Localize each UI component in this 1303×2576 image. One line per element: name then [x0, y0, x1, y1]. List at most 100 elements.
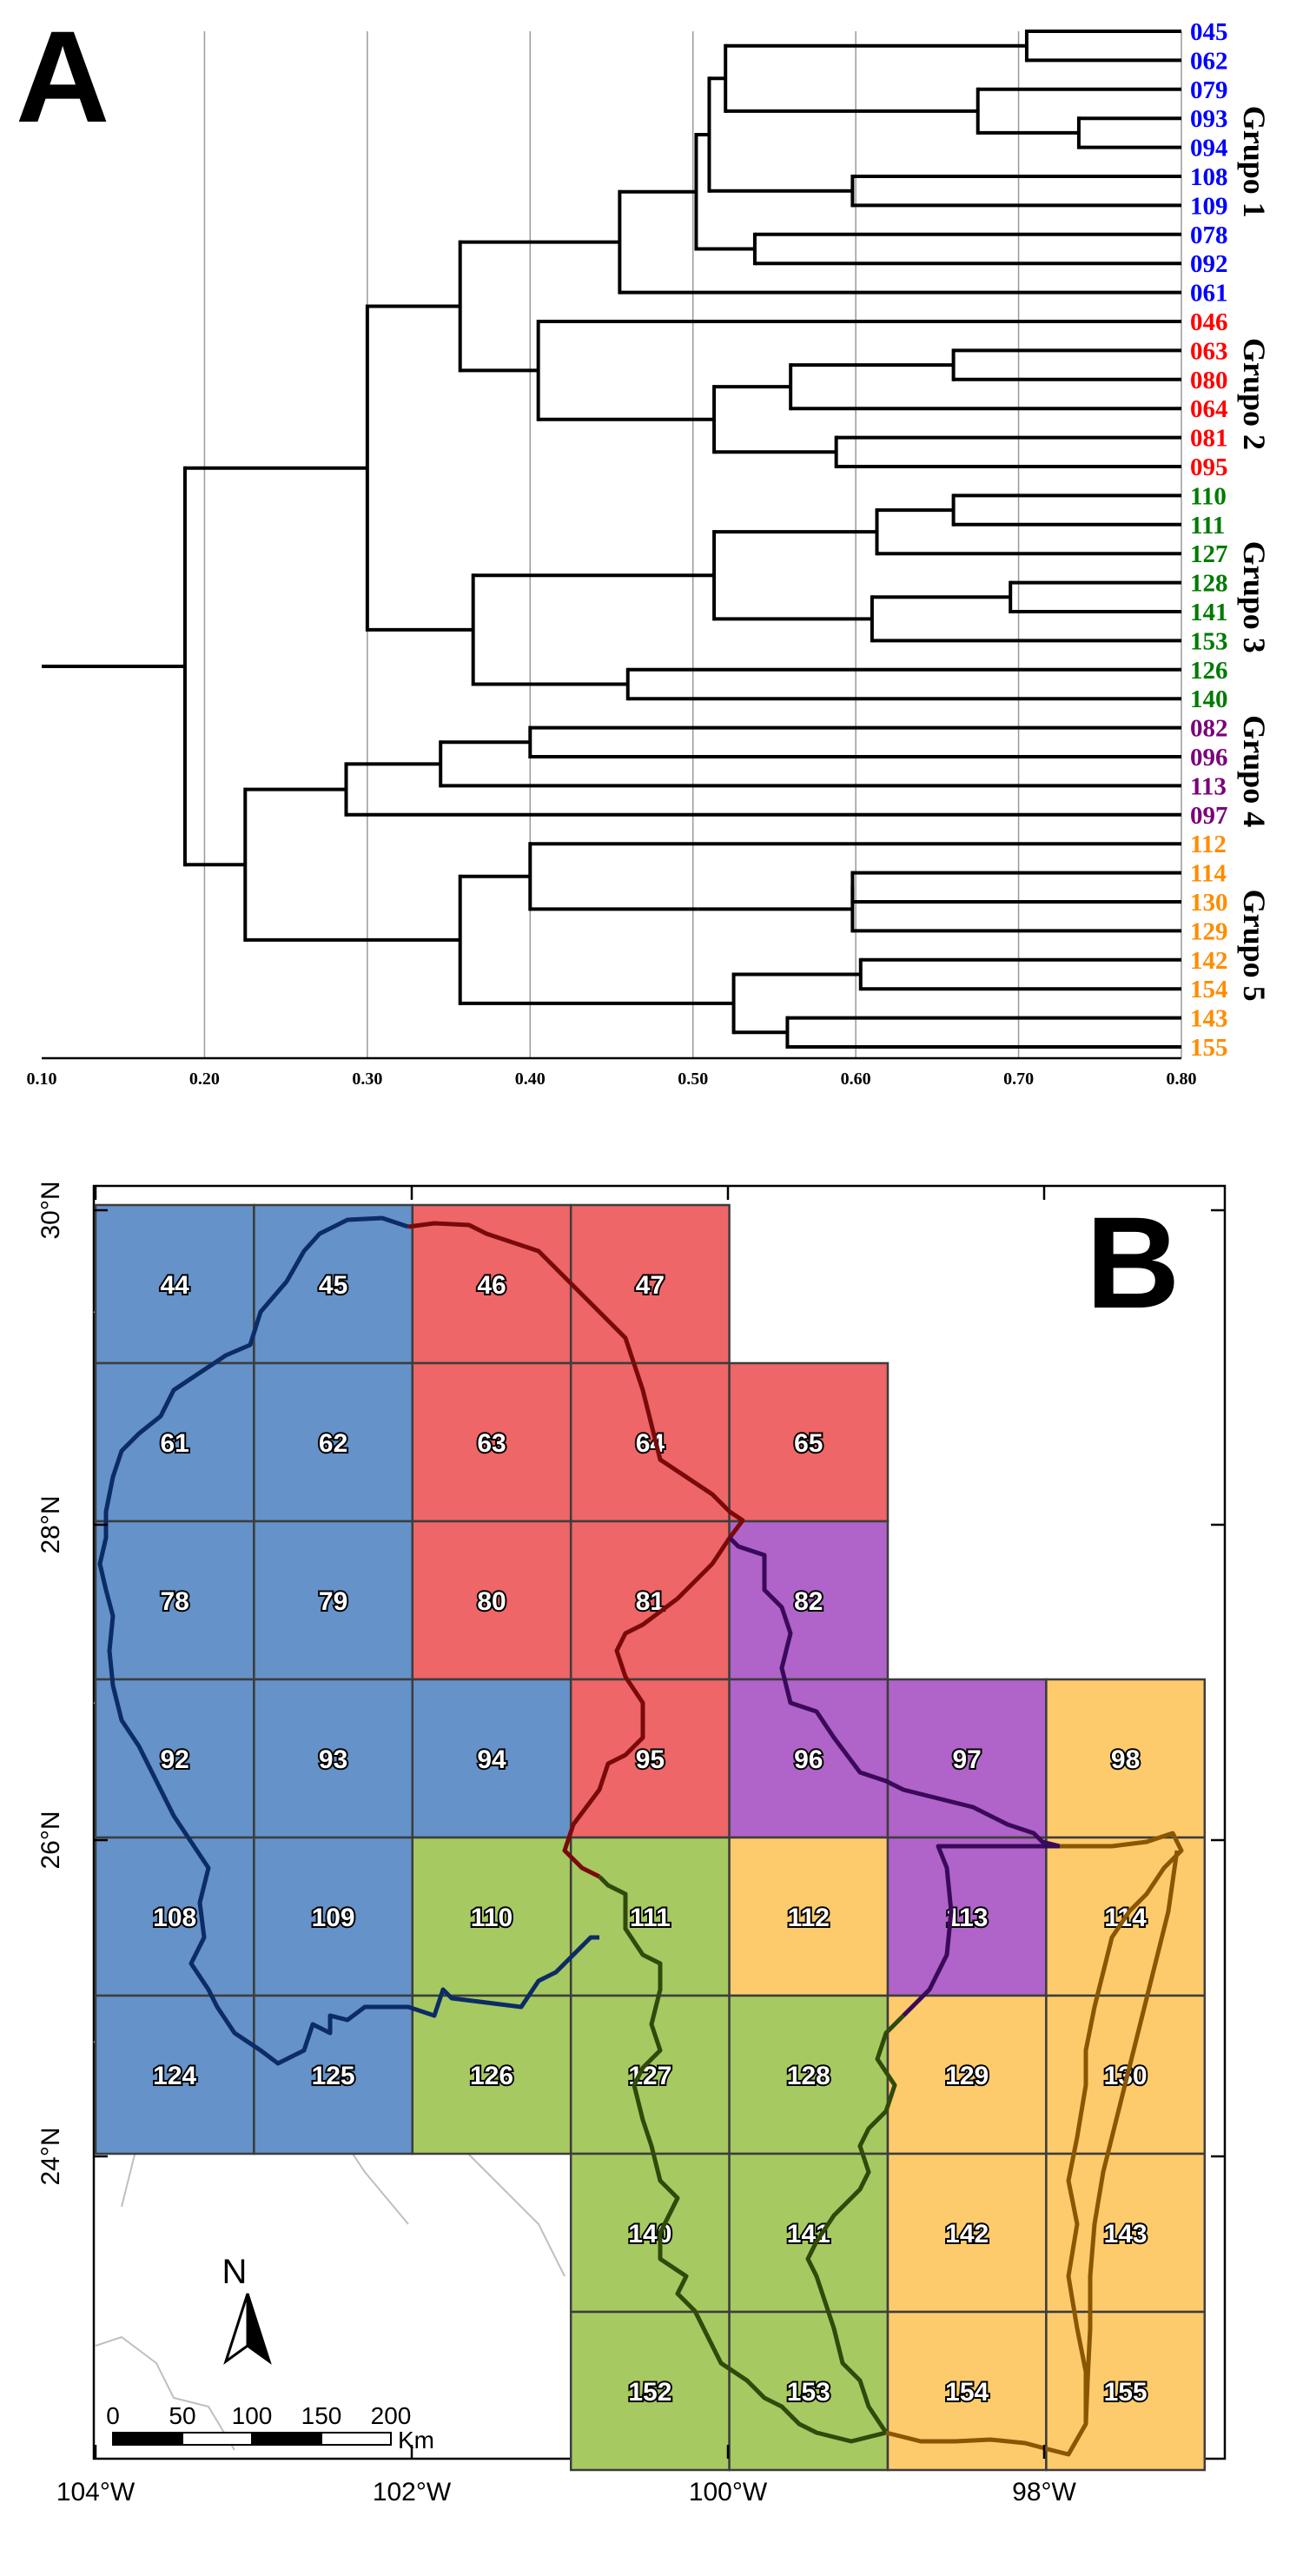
grid-cell-label: 108	[153, 1904, 196, 1932]
grid-cell-label: 109	[312, 1904, 355, 1932]
leaf-label: 078	[1190, 222, 1228, 249]
leaf-label: 140	[1190, 685, 1228, 713]
grid-cell-label: 142	[945, 2220, 989, 2248]
leaf-label: 110	[1190, 482, 1227, 510]
leaf-label: 155	[1190, 1034, 1228, 1062]
grid-cell	[1045, 2152, 1207, 2314]
leaf-label: 143	[1190, 1005, 1228, 1033]
grid-cell-label: 143	[1104, 2220, 1148, 2248]
grid-cell	[411, 1678, 572, 1839]
x-tick-label: 0.70	[1003, 1069, 1034, 1089]
x-tick-label: 0.20	[189, 1069, 220, 1089]
x-tick-label: 0.40	[515, 1069, 546, 1089]
lat-label: 28°N	[36, 1495, 65, 1553]
grid-cell	[1045, 1678, 1207, 1839]
leaf-label: 112	[1190, 831, 1227, 858]
leaf-label: 141	[1190, 599, 1228, 626]
leaf-label: 109	[1190, 192, 1228, 220]
x-axis-ticks: 0.10 0.20 0.30 0.40 0.50 0.60 0.70 0.80	[27, 1069, 1197, 1089]
leaf-label: 113	[1190, 772, 1227, 800]
scale-label: 100	[232, 2402, 273, 2429]
dendrogram-gridlines	[203, 31, 1182, 1058]
scale-segment-4	[321, 2432, 392, 2446]
lat-label: 26°N	[36, 1811, 65, 1869]
dendrogram-branches	[42, 30, 1181, 1049]
x-tick-label: 0.80	[1167, 1069, 1197, 1089]
leaf-label: 154	[1190, 976, 1228, 1003]
scale-labels: 0 50 100 150 200	[106, 2402, 411, 2429]
leaf-label: 114	[1190, 860, 1227, 888]
grid-cell-label: 61	[161, 1429, 189, 1458]
grid-cell	[253, 1203, 414, 1365]
grid-cell	[253, 1994, 414, 2155]
leaf-label: 079	[1190, 76, 1228, 104]
grid-cell	[569, 2310, 731, 2472]
grid-cell-label: 82	[794, 1587, 823, 1616]
grid-cell-label: 95	[636, 1745, 665, 1774]
leaf-label: 061	[1190, 280, 1228, 308]
grid-cell	[728, 1520, 890, 1681]
map-coordinate-axes: 30°N 28°N 26°N 24°N 104°W 102°W 100°W 98°W	[36, 1181, 1225, 2506]
grid-cells	[94, 1203, 1207, 2472]
grid-cell-label: 111	[630, 1904, 671, 1932]
north-arrow: N	[222, 2253, 272, 2365]
grid-cell-label: 98	[1111, 1745, 1140, 1774]
grid-cell-label: 47	[636, 1271, 665, 1300]
scale-bar: 0 50 100 150 200 Km	[106, 2402, 434, 2453]
group-label: Grupo 2	[1237, 338, 1272, 450]
grid-cell	[411, 1836, 572, 1997]
grid-cell-label: 97	[953, 1745, 982, 1774]
grid-cell	[569, 1361, 731, 1523]
grid-cell-label: 44	[161, 1271, 190, 1300]
grid-cell	[94, 1836, 255, 1997]
leaf-label: 111	[1190, 512, 1225, 540]
leaf-label: 108	[1190, 163, 1228, 191]
lon-label: 104°W	[56, 2478, 136, 2506]
grid-cell-label: 46	[477, 1271, 506, 1300]
grid-cell-label: 155	[1104, 2378, 1148, 2407]
leaf-label: 062	[1190, 47, 1228, 75]
grid-cell	[94, 1678, 255, 1839]
panel-a-letter: A	[16, 3, 109, 149]
lat-label: 30°N	[36, 1181, 65, 1239]
grid-cell-label: 128	[787, 2062, 830, 2090]
leaf-label: 045	[1190, 18, 1228, 46]
scale-segment-2	[182, 2432, 253, 2446]
scale-label: 150	[301, 2402, 342, 2429]
grid-cell-label: 80	[477, 1587, 506, 1616]
leaf-label: 046	[1190, 308, 1228, 336]
region-4-outline	[728, 1536, 1062, 2017]
grid-cell	[569, 1678, 731, 1839]
leaf-label: 093	[1190, 105, 1228, 133]
leaf-label: 064	[1190, 395, 1228, 423]
grid-cell-label: 92	[161, 1745, 189, 1774]
leaf-label: 094	[1190, 135, 1228, 162]
x-tick-label: 0.50	[678, 1069, 708, 1089]
grid-cell-label: 124	[153, 2062, 196, 2090]
region-outlines	[97, 1215, 1184, 2457]
grid-cell	[886, 2152, 1048, 2314]
leaf-label: 130	[1190, 889, 1228, 917]
grid-cell-label: 110	[471, 1904, 513, 1932]
scale-segment-1	[112, 2432, 183, 2446]
leaf-label: 097	[1190, 802, 1228, 830]
leaf-label: 080	[1190, 367, 1228, 394]
grid-cell	[886, 1836, 1048, 1997]
grid-cell	[728, 1678, 890, 1839]
grid-cell-label: 154	[945, 2378, 989, 2407]
leaf-labels: 0450620790930941081090780920610460630800…	[1190, 18, 1228, 1062]
panel-b-letter: B	[1086, 1189, 1180, 1335]
grid-cell-label: 126	[470, 2062, 513, 2090]
region-2-outline	[407, 1221, 745, 1879]
grid-cell-label: 127	[628, 2062, 671, 2090]
grid-cell	[728, 1994, 890, 2155]
grid-cell	[728, 1361, 890, 1523]
panel-a-dendrogram: A 0.10 0.20 0.30 0.40 0.50 0.60 0.70 0.80 04506…	[16, 3, 1272, 1089]
leaf-label: 092	[1190, 250, 1228, 278]
grid-cell-label: 45	[319, 1271, 347, 1300]
grid-cell-label: 93	[319, 1745, 347, 1774]
grid-cell	[569, 1520, 731, 1681]
